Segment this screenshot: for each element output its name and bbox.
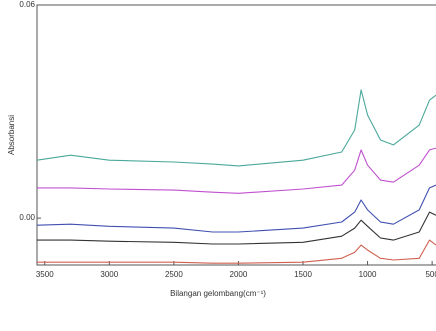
x-tick-label: 1000 [359, 270, 377, 279]
plot-frame [36, 4, 436, 266]
x-tick-label: 2500 [165, 270, 183, 279]
spectrum-line [37, 239, 436, 264]
spectrum-line [37, 147, 436, 194]
x-tick-label: 2000 [230, 270, 248, 279]
x-tick-label: 3000 [100, 270, 118, 279]
spectrum-line [36, 89, 436, 167]
y-axis-label: Absorbansi [7, 115, 16, 155]
x-tick-label: 1500 [294, 270, 312, 279]
spectrum-line [36, 184, 436, 233]
x-tick-label: 500 [425, 270, 436, 279]
y-tick-label: 0.00 [19, 213, 35, 222]
spectrum-line [37, 211, 436, 245]
x-tick-label: 3500 [36, 270, 54, 279]
y-tick-label: 0.06 [19, 0, 35, 9]
x-axis-label: Bilangan gelombang(cm⁻¹) [170, 289, 266, 298]
